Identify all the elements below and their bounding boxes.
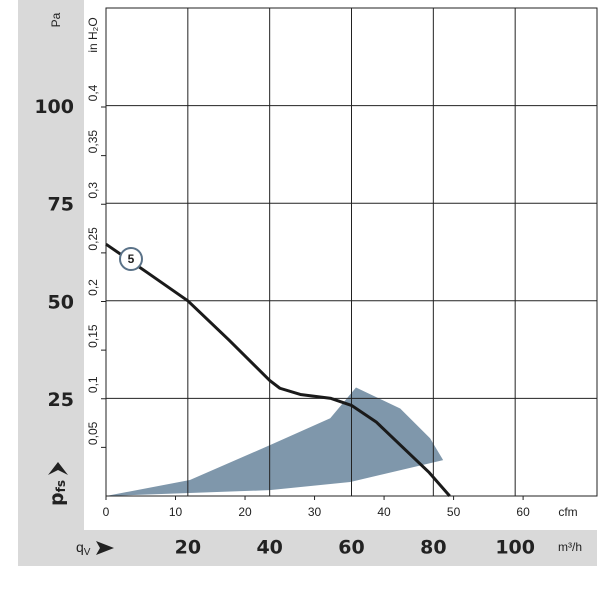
y-label-sub: fs <box>54 480 68 492</box>
x-label-sub: V <box>84 547 91 558</box>
x2-tick-label: 60 <box>516 505 530 519</box>
x-tick-label: 40 <box>256 537 282 559</box>
y-label: pfs <box>46 480 68 506</box>
y2-tick-label: 0,3 <box>86 182 100 199</box>
y2-tick-label: 0,05 <box>86 421 100 445</box>
y2-tick-label: 0,15 <box>86 324 100 348</box>
y2-unit: in H₂O <box>86 17 100 52</box>
x-label: qV <box>76 539 91 558</box>
curve-label-circle <box>119 247 143 271</box>
y-tick-label: 75 <box>48 194 74 216</box>
x2-tick-label: 0 <box>103 505 110 519</box>
y2-tick-label: 0,4 <box>86 84 100 101</box>
x2-tick-label: 50 <box>447 505 461 519</box>
x-tick-label: 100 <box>495 537 535 559</box>
x-unit: m³/h <box>558 540 582 554</box>
y-arrow <box>48 462 68 475</box>
y2-tick-label: 0,1 <box>86 376 100 393</box>
plot-frame <box>105 7 598 497</box>
x-label-main: q <box>76 539 84 555</box>
y-unit: Pa <box>49 12 63 27</box>
x2-tick-label: 20 <box>238 505 252 519</box>
x-arrow <box>96 541 114 555</box>
x-tick-label: 80 <box>420 537 446 559</box>
left-band <box>18 0 84 530</box>
operating-region <box>106 387 444 496</box>
x2-tick-label: 10 <box>169 505 183 519</box>
x-tick-label: 20 <box>175 537 201 559</box>
curve <box>105 242 451 497</box>
y2-tick-label: 0,2 <box>86 279 100 296</box>
x2-unit: cfm <box>558 505 577 519</box>
y-tick-label: 100 <box>34 96 74 118</box>
y-tick-label: 25 <box>48 389 74 411</box>
x2-tick-label: 30 <box>308 505 322 519</box>
x-tick-label: 60 <box>338 537 364 559</box>
y-label-main: p <box>46 492 68 506</box>
y2-tick-label: 0,35 <box>86 130 100 154</box>
y-tick-label: 50 <box>48 291 74 313</box>
curve-label: 5 <box>128 252 135 266</box>
y2-tick-label: 0,25 <box>86 227 100 251</box>
x2-tick-label: 40 <box>377 505 391 519</box>
bottom-band <box>18 530 597 566</box>
